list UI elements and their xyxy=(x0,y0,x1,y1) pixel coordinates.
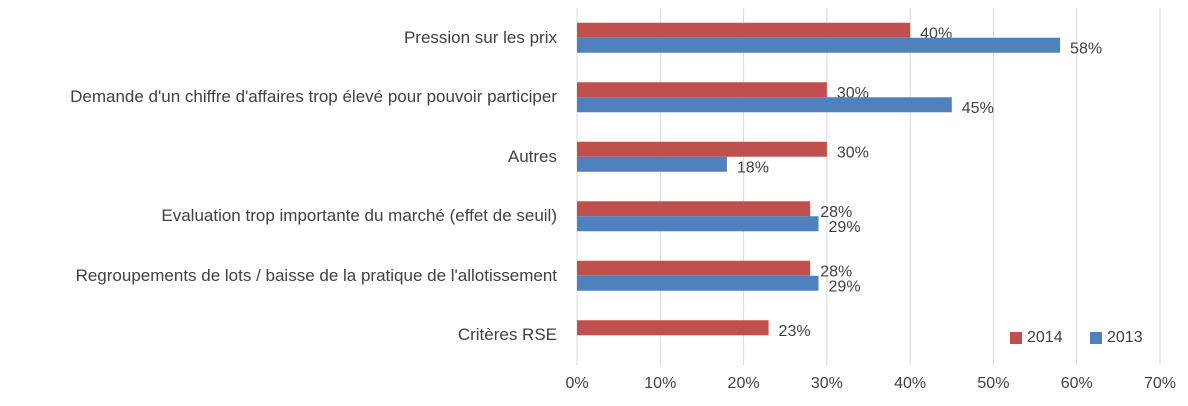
x-tick-label: 30% xyxy=(811,375,843,392)
y-tick-label: Evaluation trop importante du marché (ef… xyxy=(161,206,557,226)
bar xyxy=(577,320,769,336)
x-tick-label: 40% xyxy=(894,375,926,392)
x-tick-label: 0% xyxy=(565,375,588,392)
y-tick-label: Pression sur les prix xyxy=(403,27,557,47)
bar xyxy=(577,22,911,38)
x-tick-label: 20% xyxy=(728,375,760,392)
legend-label: 2014 xyxy=(1027,329,1063,346)
y-tick-label: Autres xyxy=(507,146,557,166)
y-tick-label-box: Critères RSE xyxy=(0,323,557,347)
y-tick-label: Demande d'un chiffre d'affaires trop éle… xyxy=(70,87,557,107)
x-tick-label: 50% xyxy=(977,375,1009,392)
bar xyxy=(577,37,1061,53)
y-tick-label: Regroupements de lots / baisse de la pra… xyxy=(75,265,557,285)
data-label: 28% xyxy=(820,204,852,221)
bar xyxy=(577,260,811,276)
bar xyxy=(577,97,952,113)
data-label: 30% xyxy=(837,144,869,161)
bar xyxy=(577,201,811,217)
y-tick-label-box: Pression sur les prix xyxy=(0,26,557,50)
x-tick-label: 10% xyxy=(644,375,676,392)
legend-swatch xyxy=(1090,332,1102,344)
data-label: 28% xyxy=(820,263,852,280)
bar xyxy=(577,82,827,98)
legend-swatch xyxy=(1010,332,1022,344)
data-label: 58% xyxy=(1070,40,1102,57)
data-label: 23% xyxy=(779,323,811,340)
y-tick-label-box: Regroupements de lots / baisse de la pra… xyxy=(0,264,557,288)
bar xyxy=(577,275,819,291)
x-tick-label: 60% xyxy=(1061,375,1093,392)
x-tick-label: 70% xyxy=(1144,375,1176,392)
legend-label: 2013 xyxy=(1107,329,1143,346)
y-tick-label-box: Evaluation trop importante du marché (ef… xyxy=(0,204,557,228)
bar xyxy=(577,156,727,172)
y-tick-label: Critères RSE xyxy=(457,325,557,345)
data-label: 45% xyxy=(962,100,994,117)
data-label: 29% xyxy=(829,278,861,295)
y-tick-label-box: Demande d'un chiffre d'affaires trop éle… xyxy=(0,85,557,109)
y-tick-label-box: Autres xyxy=(0,145,557,169)
data-label: 29% xyxy=(829,219,861,236)
bar xyxy=(577,141,827,157)
bar xyxy=(577,216,819,232)
data-label: 18% xyxy=(737,159,769,176)
